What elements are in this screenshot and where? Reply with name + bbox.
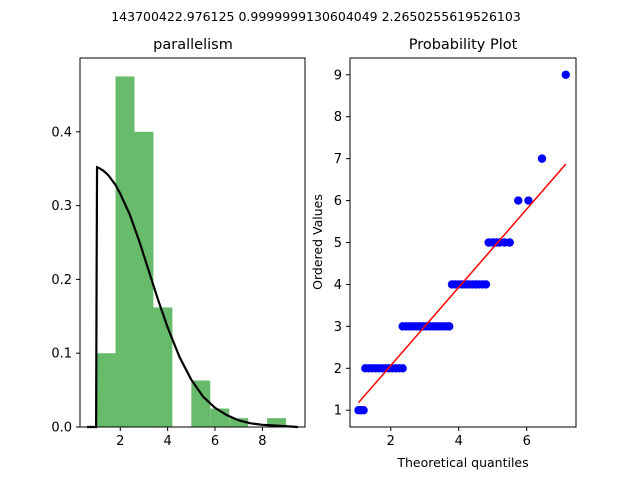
histogram-bars [96, 76, 287, 428]
histogram-title: parallelism [153, 37, 233, 53]
histogram-bar [229, 418, 249, 427]
y-tick-label: 0.0 [51, 421, 72, 436]
y-tick-label: 1 [334, 404, 342, 419]
y-tick-label: 8 [334, 110, 342, 125]
x-axis-label: Theoretical quantiles [396, 455, 528, 470]
x-tick-label: 6 [523, 434, 531, 449]
data-point [505, 238, 514, 247]
y-tick-label: 9 [334, 68, 342, 83]
probability-plot-panel: Probability Plot 2 4 6 1 2 3 4 5 6 7 8 9 Theoretic… [310, 37, 577, 470]
histogram-x-ticks: 2 4 6 8 [116, 427, 267, 449]
probability-plot-x-ticks: 2 4 6 [387, 427, 531, 449]
data-point [398, 364, 407, 373]
pdf-curve [87, 165, 298, 429]
data-point [514, 196, 523, 205]
histogram-bar [96, 353, 116, 427]
y-tick-label: 5 [334, 236, 342, 251]
y-tick-label: 3 [334, 320, 342, 335]
y-axis-label: Ordered Values [310, 194, 325, 290]
y-tick-label: 0.4 [51, 125, 72, 140]
y-tick-label: 7 [334, 152, 342, 167]
figure-suptitle: 143700422.976125 0.9999999130604049 2.26… [111, 9, 521, 24]
x-tick-label: 8 [258, 434, 266, 449]
probability-plot-frame [349, 57, 577, 428]
x-tick-label: 2 [387, 434, 395, 449]
histogram-y-ticks: 0.0 0.1 0.2 0.3 0.4 [51, 125, 80, 436]
y-tick-label: 0.3 [51, 199, 72, 214]
y-tick-label: 2 [334, 362, 342, 377]
histogram-panel: parallelism 2 4 6 8 0.0 0.1 0.2 0.3 0.4 [51, 37, 306, 449]
fit-line [357, 163, 567, 404]
histogram-bar [134, 131, 154, 428]
histogram-bar [153, 307, 173, 427]
data-point [359, 406, 368, 415]
histogram-bar [191, 380, 211, 427]
y-tick-label: 6 [334, 194, 342, 209]
histogram-frame [79, 57, 306, 428]
x-tick-label: 4 [455, 434, 463, 449]
data-point [445, 322, 454, 331]
probability-plot-y-ticks: 1 2 3 4 5 6 7 8 9 [334, 68, 350, 419]
x-tick-label: 6 [211, 434, 219, 449]
y-tick-label: 0.2 [51, 273, 72, 288]
probability-plot-points [354, 70, 571, 415]
data-point [537, 154, 547, 163]
probability-plot-title: Probability Plot [409, 37, 518, 53]
y-tick-label: 4 [334, 278, 342, 293]
x-tick-label: 2 [116, 434, 124, 449]
y-tick-label: 0.1 [51, 347, 72, 362]
histogram-bar [267, 418, 287, 427]
x-tick-label: 4 [163, 434, 171, 449]
histogram-bar [115, 76, 135, 427]
data-point [561, 70, 571, 79]
data-point [524, 196, 533, 205]
data-point [481, 280, 491, 289]
